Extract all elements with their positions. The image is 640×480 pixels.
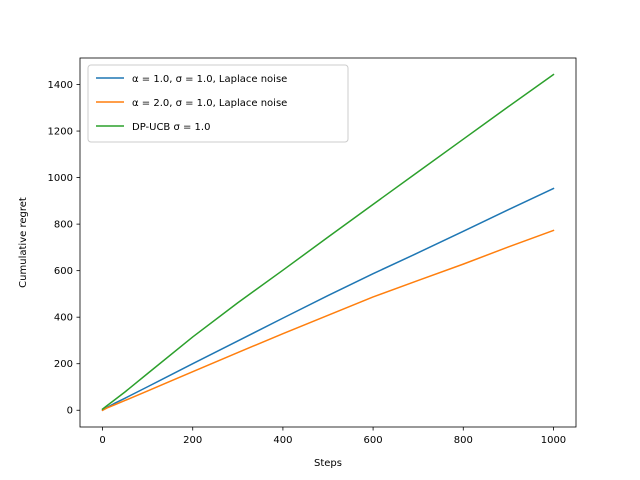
x-axis-label: Steps [314,458,342,469]
y-tick-label: 800 [54,220,73,231]
legend: α = 1.0, σ = 1.0, Laplace noise α = 2.0, … [87,64,349,143]
x-tick-label: 1000 [541,435,566,446]
y-tick-label: 400 [54,313,73,324]
series-layer [101,73,555,412]
y-tick-label: 0 [67,406,73,417]
y-tick-label: 1200 [48,127,73,138]
x-tick-label: 600 [364,435,383,446]
x-tick-label: 800 [454,435,473,446]
legend-frame [87,64,349,143]
y-axis-label: Cumulative regret [18,197,29,288]
x-tick-label: 0 [99,435,105,446]
y-tick-label: 600 [54,266,73,277]
x-tick-label: 400 [273,435,292,446]
series-line-1 [101,187,555,412]
y-tick-label: 1000 [48,173,73,184]
axes-layer: 0 200 400 600 800 1000 0 200 400 600 800 1000 1200 14… [48,57,577,446]
x-tick-label: 200 [183,435,202,446]
axes-frame [79,57,577,428]
y-tick-label: 200 [54,359,73,370]
series-line-3 [101,73,555,411]
legend-label-3: DP-UCB σ = 1.0 [132,122,210,133]
series-line-2 [101,229,555,412]
legend-label-1: α = 1.0, σ = 1.0, Laplace noise [132,74,287,85]
legend-label-2: α = 2.0, σ = 1.0, Laplace noise [132,98,287,109]
y-tick-label: 1400 [48,80,73,91]
